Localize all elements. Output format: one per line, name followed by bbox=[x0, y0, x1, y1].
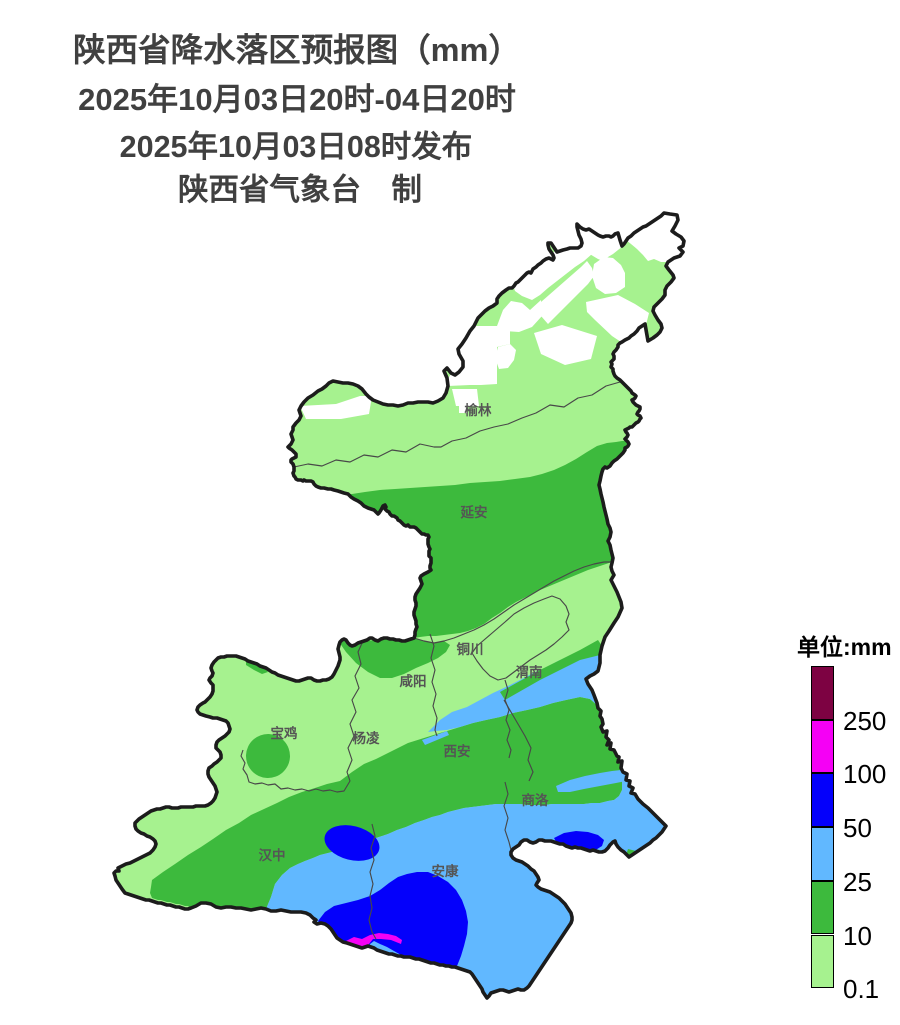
svg-text:汉中: 汉中 bbox=[259, 847, 286, 863]
svg-text:渭南: 渭南 bbox=[516, 664, 543, 680]
svg-text:宝鸡: 宝鸡 bbox=[271, 725, 298, 741]
svg-text:杨凌: 杨凌 bbox=[353, 730, 380, 746]
svg-text:延安: 延安 bbox=[460, 504, 488, 520]
svg-text:铜川: 铜川 bbox=[457, 641, 484, 657]
svg-text:榆林: 榆林 bbox=[465, 402, 492, 418]
svg-text:西安: 西安 bbox=[444, 743, 471, 759]
svg-text:安康: 安康 bbox=[432, 863, 459, 879]
svg-text:咸阳: 咸阳 bbox=[400, 673, 427, 689]
svg-text:商洛: 商洛 bbox=[522, 792, 550, 808]
